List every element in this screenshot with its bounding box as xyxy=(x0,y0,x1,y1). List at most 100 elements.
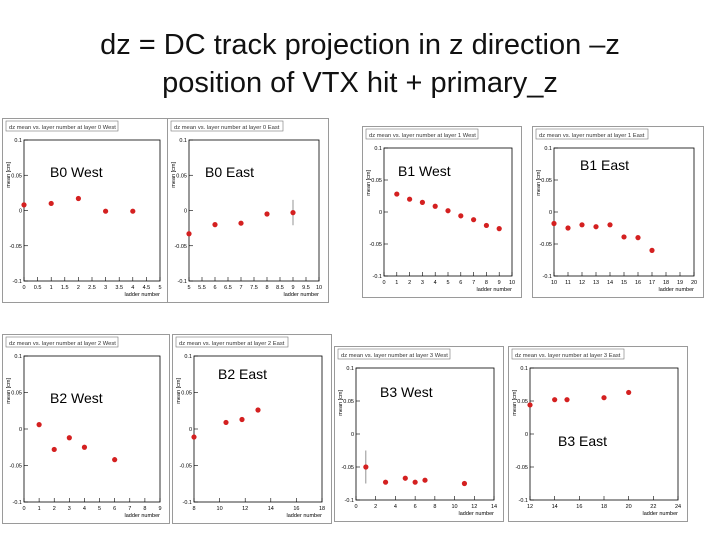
data-point xyxy=(103,208,109,214)
x-tick-label: 20 xyxy=(691,280,697,286)
panel-b3-east: dz mean vs. layer number at layer 3 East… xyxy=(508,346,688,522)
x-tick-label: 16 xyxy=(576,504,582,510)
panel-border xyxy=(167,118,329,303)
y-tick-label: 0.1 xyxy=(544,146,552,152)
data-point xyxy=(579,222,585,228)
chart-title: dz mean vs. layer number at layer 0 West xyxy=(9,125,116,131)
x-tick-label: 1 xyxy=(395,280,398,286)
x-tick-label: 2.5 xyxy=(88,285,96,291)
data-point xyxy=(527,402,533,408)
title-box xyxy=(170,120,284,132)
y-tick-label: -0.05 xyxy=(341,465,354,471)
x-tick-label: 20 xyxy=(626,504,632,510)
slide-title-line1: dz = DC track projection in z direction … xyxy=(100,29,620,61)
y-tick-label: 0 xyxy=(525,432,528,438)
x-axis-label: ladder number xyxy=(459,511,495,517)
x-tick-label: 5 xyxy=(158,285,161,291)
x-tick-label: 10 xyxy=(316,285,322,291)
panel-border xyxy=(2,118,170,303)
x-tick-label: 12 xyxy=(242,506,248,512)
x-tick-label: 4 xyxy=(434,280,437,286)
x-tick-label: 8.5 xyxy=(276,285,284,291)
x-tick-label: 8 xyxy=(485,280,488,286)
x-tick-label: 10 xyxy=(452,504,458,510)
y-axis-label: mean [cm] xyxy=(6,162,12,188)
x-tick-label: 3.5 xyxy=(115,285,123,291)
label-b3-west: B3 West xyxy=(380,384,433,400)
label-b2-west: B2 West xyxy=(50,390,103,406)
y-tick-label: 0.1 xyxy=(520,366,528,372)
title-box xyxy=(365,128,479,140)
x-tick-label: 1 xyxy=(38,506,41,512)
x-tick-label: 12 xyxy=(579,280,585,286)
y-tick-label: 0.05 xyxy=(11,391,22,397)
y-tick-label: 0 xyxy=(189,427,192,433)
y-tick-label: -0.1 xyxy=(519,498,528,504)
y-tick-label: -0.05 xyxy=(515,465,528,471)
y-tick-label: 0.05 xyxy=(11,173,22,179)
x-tick-label: 3 xyxy=(68,506,71,512)
chart-b1-east: dz mean vs. layer number at layer 1 East… xyxy=(532,126,704,298)
x-tick-label: 11 xyxy=(565,280,571,286)
x-tick-label: 5 xyxy=(98,506,101,512)
y-axis-label: mean [cm] xyxy=(536,170,542,196)
chart-title: dz mean vs. layer number at layer 1 East xyxy=(539,133,645,139)
x-tick-label: 7.5 xyxy=(250,285,258,291)
label-b1-east: B1 East xyxy=(580,157,630,173)
x-axis-label: ladder number xyxy=(659,287,695,293)
x-tick-label: 15 xyxy=(621,280,627,286)
data-point xyxy=(422,477,428,483)
data-point xyxy=(419,199,425,205)
x-tick-label: 9 xyxy=(291,285,294,291)
y-tick-label: -0.05 xyxy=(369,242,382,248)
x-tick-label: 13 xyxy=(593,280,599,286)
panel-border xyxy=(2,334,170,524)
x-tick-label: 10 xyxy=(551,280,557,286)
panel-border xyxy=(532,126,704,298)
x-axis-label: ladder number xyxy=(284,292,320,298)
data-point xyxy=(483,222,489,229)
chart-b2-east: dz mean vs. layer number at layer 2 East… xyxy=(172,334,332,524)
y-tick-label: 0.05 xyxy=(517,399,528,405)
panel-border xyxy=(334,346,504,522)
data-point xyxy=(649,247,655,253)
title-box xyxy=(5,336,119,348)
panel-b1-east: dz mean vs. layer number at layer 1 East… xyxy=(532,126,704,298)
title-box xyxy=(5,120,119,132)
data-point xyxy=(635,235,641,241)
x-tick-label: 14 xyxy=(607,280,613,286)
x-tick-label: 8 xyxy=(433,504,436,510)
y-tick-label: 0 xyxy=(549,210,552,216)
data-point xyxy=(36,422,42,428)
x-tick-label: 0 xyxy=(22,506,25,512)
x-tick-label: 14 xyxy=(268,506,274,512)
x-tick-label: 24 xyxy=(675,504,681,510)
panel-b2-east: dz mean vs. layer number at layer 2 East… xyxy=(172,334,332,524)
panel-b3-west: dz mean vs. layer number at layer 3 West… xyxy=(334,346,504,522)
y-tick-label: 0 xyxy=(184,209,187,215)
data-point xyxy=(382,479,389,485)
data-point xyxy=(130,208,136,214)
y-tick-label: 0.05 xyxy=(343,399,354,405)
data-point xyxy=(402,475,408,481)
data-point xyxy=(412,479,418,485)
x-tick-label: 9 xyxy=(158,506,161,512)
x-tick-label: 5.5 xyxy=(198,285,206,291)
x-tick-label: 9 xyxy=(498,280,501,286)
x-tick-label: 7 xyxy=(128,506,131,512)
chart-title: dz mean vs. layer number at layer 2 West xyxy=(9,341,116,347)
slide-title-line2: position of VTX hit + primary_z xyxy=(162,67,558,99)
y-tick-label: -0.1 xyxy=(543,274,552,280)
chart-title: dz mean vs. layer number at layer 0 East xyxy=(174,125,280,131)
y-tick-label: -0.05 xyxy=(9,244,22,250)
chart-title: dz mean vs. layer number at layer 3 West xyxy=(341,353,448,359)
y-tick-label: 0.1 xyxy=(14,354,22,360)
x-tick-label: 6 xyxy=(459,280,462,286)
x-tick-label: 6 xyxy=(213,285,216,291)
y-tick-label: -0.1 xyxy=(13,279,22,285)
y-tick-label: -0.1 xyxy=(373,274,382,280)
x-tick-label: 1.5 xyxy=(61,285,69,291)
title-box xyxy=(337,348,451,360)
x-tick-label: 4 xyxy=(131,285,134,291)
panel-b2-west: dz mean vs. layer number at layer 2 West… xyxy=(2,334,170,524)
